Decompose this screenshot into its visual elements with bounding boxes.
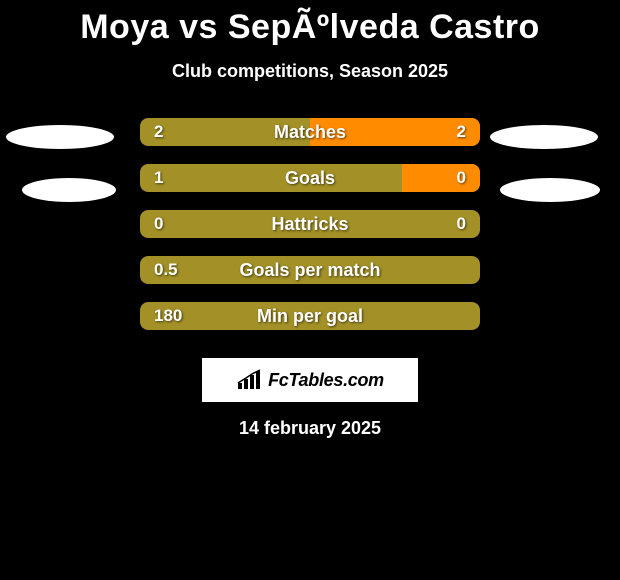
stat-value-left: 180 <box>154 302 182 330</box>
stat-row: Hattricks00 <box>0 210 620 256</box>
stat-value-left: 2 <box>154 118 163 146</box>
stat-value-left: 0.5 <box>154 256 178 284</box>
subtitle: Club competitions, Season 2025 <box>0 61 620 82</box>
stat-row: Min per goal180 <box>0 302 620 348</box>
bar-background <box>140 210 480 238</box>
stat-bar <box>140 256 480 284</box>
page-title: Moya vs SepÃºlveda Castro <box>0 8 620 47</box>
stat-bar <box>140 210 480 238</box>
stat-value-left: 0 <box>154 210 163 238</box>
bar-right-segment <box>402 164 480 192</box>
root: Moya vs SepÃºlveda Castro Club competiti… <box>0 0 620 439</box>
decorative-ellipse <box>6 125 114 149</box>
stat-bar <box>140 118 480 146</box>
stat-value-right: 0 <box>457 164 466 192</box>
stat-bar <box>140 302 480 330</box>
decorative-ellipse <box>490 125 598 149</box>
stat-bar <box>140 164 480 192</box>
stat-row: Goals per match0.5 <box>0 256 620 302</box>
brand-box: FcTables.com <box>202 358 418 402</box>
brand-text: FcTables.com <box>268 370 384 391</box>
chart-icon <box>236 369 264 391</box>
bar-right-segment <box>310 118 480 146</box>
bar-background <box>140 256 480 284</box>
stat-value-right: 2 <box>457 118 466 146</box>
decorative-ellipse <box>500 178 600 202</box>
comparison-bars: Matches22Goals10Hattricks00Goals per mat… <box>0 118 620 348</box>
bar-background <box>140 302 480 330</box>
decorative-ellipse <box>22 178 116 202</box>
date: 14 february 2025 <box>0 418 620 439</box>
stat-value-left: 1 <box>154 164 163 192</box>
stat-value-right: 0 <box>457 210 466 238</box>
